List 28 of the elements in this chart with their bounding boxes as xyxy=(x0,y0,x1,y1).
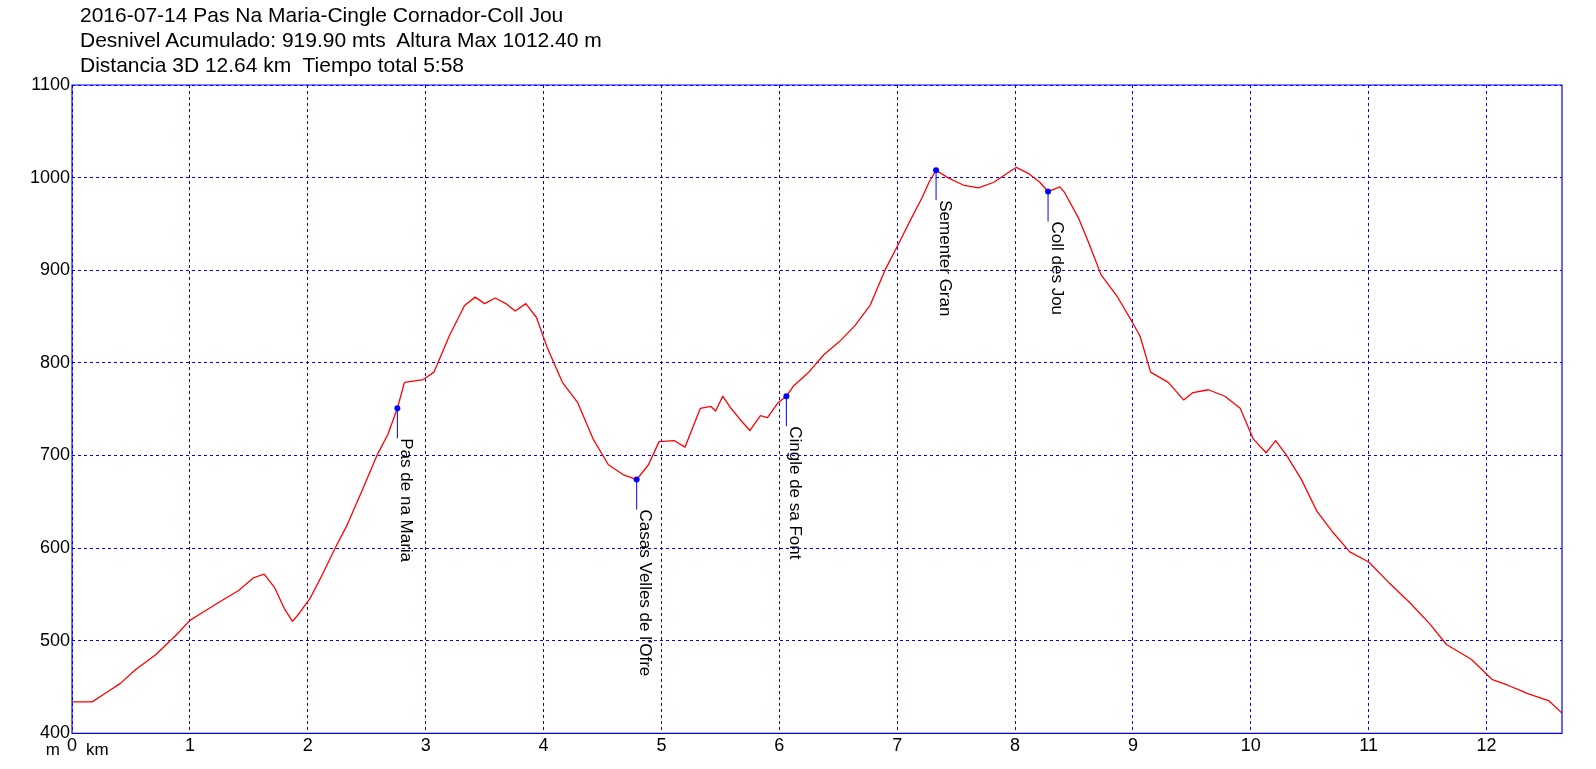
chart-title: 2016-07-14 Pas Na Maria-Cingle Cornador-Coll Jou xyxy=(80,2,565,27)
y-tick-label: 500 xyxy=(40,629,71,650)
y-axis-title: m xyxy=(45,739,61,759)
x-tick-label: 4 xyxy=(538,735,549,756)
x-tick-label: 8 xyxy=(1010,735,1021,756)
x-tick-label: 3 xyxy=(420,735,431,756)
annotation: Pas de na Maria xyxy=(397,438,417,563)
y-tick-label: 900 xyxy=(40,259,71,280)
x-tick-label: 5 xyxy=(656,735,667,756)
x-tick-label: 11 xyxy=(1359,735,1379,756)
x-tick-label: 10 xyxy=(1240,735,1261,756)
y-tick-label: 700 xyxy=(40,444,71,465)
annotation: Cingle de sa Font xyxy=(786,426,806,560)
x-tick-label: 9 xyxy=(1127,735,1138,756)
y-tick-label: 600 xyxy=(40,537,71,558)
x-tick-label: 12 xyxy=(1476,735,1497,756)
x-axis-title: km xyxy=(86,739,109,759)
x-tick-label: 1 xyxy=(184,735,195,756)
x-tick-label: 6 xyxy=(774,735,785,756)
x-tick-label: 2 xyxy=(302,735,313,756)
annotation: Coll des Jou xyxy=(1047,221,1067,316)
y-tick-label: 1100 xyxy=(31,73,71,94)
y-tick-label: 800 xyxy=(40,351,71,372)
x-tick-label: 7 xyxy=(892,735,903,756)
y-tick-label: 1000 xyxy=(30,166,71,187)
annotation: Casas Velles de l'Ofre xyxy=(636,509,656,677)
annotation: Sementer Gran xyxy=(935,200,955,317)
chart-subtitle: Desnivel Acumulado: 919.90 mts Altura Max 1012.40 m Distancia 3D 12.64 km Tiempo total 5:58 xyxy=(80,27,602,77)
